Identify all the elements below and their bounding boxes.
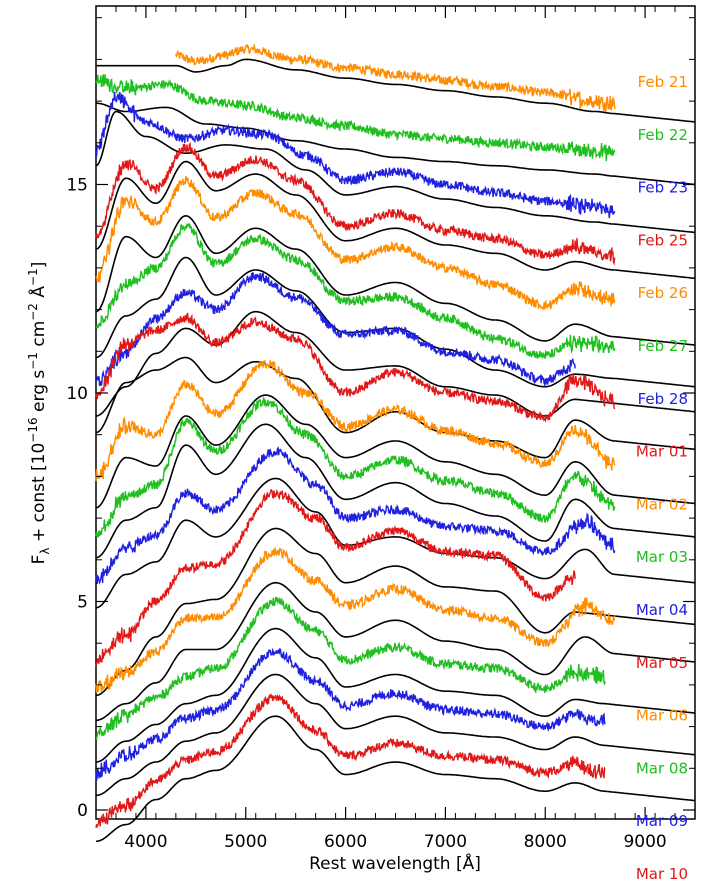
- observed-spectrum: [95, 547, 616, 693]
- series-feb-22: [95, 74, 696, 186]
- series-mar-02: [95, 359, 696, 509]
- series-label: Mar 08: [636, 759, 688, 777]
- series-label: Mar 10: [636, 865, 688, 883]
- y-axis-title-ang: Å: [27, 286, 49, 303]
- observed-spectrum: [95, 141, 616, 266]
- observed-spectrum: [95, 397, 616, 538]
- observed-spectrum: [95, 91, 616, 219]
- y-axis-title-exp2: −1: [26, 352, 40, 370]
- series-label: Mar 01: [636, 443, 688, 461]
- series-label: Feb 22: [638, 126, 688, 144]
- y-tick-label: 15: [66, 176, 88, 196]
- y-axis-title: Fλ + const [10−16 erg s−1 cm−2 Å−1]: [26, 262, 52, 565]
- observed-spectrum: [95, 488, 576, 667]
- y-axis-title-exp1: −16: [26, 417, 40, 442]
- series-label: Mar 09: [636, 812, 688, 830]
- y-tick-label: 0: [77, 801, 88, 821]
- ticks-layer: 4000 5000 6000 7000 8000 9000 0 5 10 15: [66, 6, 696, 852]
- series-mar-06: [95, 547, 696, 722]
- series-label: Feb 26: [638, 284, 688, 302]
- series-label: Feb 23: [638, 179, 688, 197]
- y-tick-label: 10: [66, 384, 88, 404]
- y-axis-title-cm: cm: [29, 321, 49, 352]
- series-mar-08: [95, 596, 696, 763]
- data-layer: [95, 43, 696, 843]
- observed-spectrum: [95, 176, 616, 311]
- observed-spectrum: [95, 446, 616, 586]
- model-spectrum: [95, 356, 696, 459]
- y-axis-title-close: ]: [29, 262, 49, 269]
- model-spectrum: [95, 527, 696, 697]
- observed-spectrum: [95, 312, 616, 423]
- y-axis-title-exp3: −2: [26, 303, 40, 321]
- model-spectrum: [95, 715, 696, 843]
- series-label: Feb 25: [638, 231, 688, 249]
- series-label: Mar 05: [636, 654, 688, 672]
- series-mar-04: [95, 446, 696, 609]
- observed-spectrum: [95, 272, 576, 388]
- y-tick-label: 5: [77, 593, 88, 613]
- series-feb-28: [95, 272, 696, 417]
- series-feb-21: [96, 43, 696, 123]
- model-spectrum: [96, 58, 696, 123]
- series-label: Feb 27: [638, 337, 688, 355]
- model-spectrum: [96, 102, 696, 186]
- y-axis-title-exp4: −1: [26, 268, 40, 286]
- series-label: Mar 02: [636, 495, 688, 513]
- x-tick-label: 8000: [524, 832, 567, 852]
- series-feb-26: [95, 176, 696, 346]
- series-label: Feb 21: [638, 73, 688, 91]
- series-mar-03: [95, 397, 696, 559]
- model-spectrum: [95, 394, 696, 509]
- x-tick-label: 5000: [224, 832, 267, 852]
- observed-spectrum: [95, 647, 606, 781]
- series-mar-05: [95, 488, 696, 697]
- x-tick-label: 6000: [324, 832, 367, 852]
- model-spectrum: [95, 310, 696, 417]
- y-axis-title-main: F: [29, 555, 49, 565]
- series-feb-27: [95, 222, 696, 388]
- series-mar-09: [95, 647, 696, 797]
- observed-spectrum: [95, 596, 606, 741]
- model-spectrum: [95, 256, 696, 388]
- series-mar-10: [95, 693, 696, 843]
- observed-spectrum: [95, 359, 616, 482]
- model-spectrum: [95, 581, 696, 722]
- series-mar-01: [95, 312, 696, 459]
- x-axis-title: Rest wavelength [Å]: [309, 852, 481, 874]
- observed-spectrum: [95, 222, 616, 360]
- x-tick-label: 7000: [424, 832, 467, 852]
- series-label: Mar 03: [636, 548, 688, 566]
- series-label: Mar 06: [636, 707, 688, 725]
- y-axis-title-erg: erg s: [29, 370, 49, 418]
- model-spectrum: [95, 673, 696, 797]
- observed-spectrum: [95, 74, 616, 162]
- series-labels: Feb 21 Feb 22 Feb 23 Feb 25 Feb 26 Feb 27 Feb …: [636, 73, 688, 883]
- series-feb-25: [95, 141, 696, 280]
- x-tick-label: 9000: [623, 832, 666, 852]
- series-label: Feb 28: [638, 390, 688, 408]
- model-spectrum: [95, 214, 696, 346]
- y-axis-title-const: + const [10: [29, 443, 49, 548]
- x-tick-label: 4000: [124, 832, 167, 852]
- observed-spectrum: [175, 43, 616, 115]
- y-axis-title-sub: λ: [38, 547, 52, 554]
- model-spectrum: [95, 423, 696, 559]
- model-spectrum: [95, 477, 696, 609]
- model-spectrum: [95, 627, 696, 763]
- observed-spectrum: [95, 693, 606, 829]
- series-label: Mar 04: [636, 601, 688, 619]
- model-spectrum: [95, 160, 696, 280]
